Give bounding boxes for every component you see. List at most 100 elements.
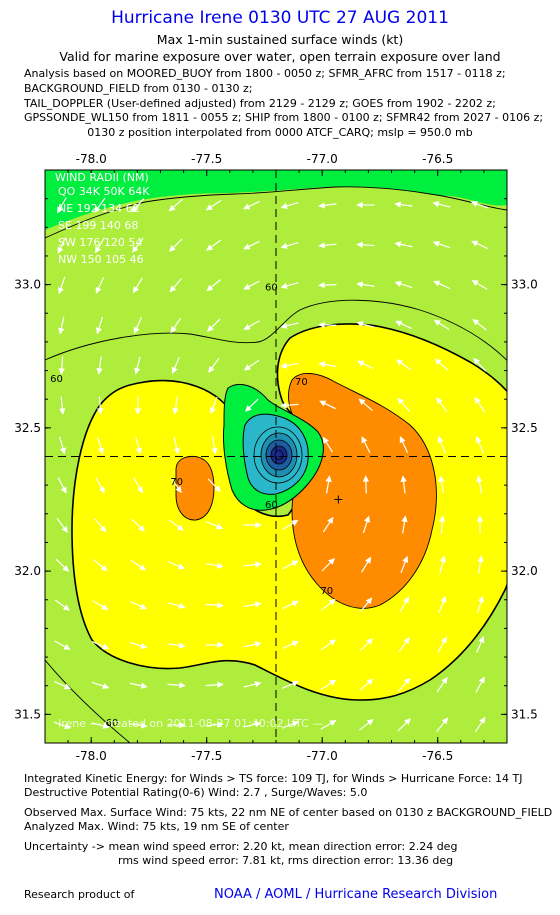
y-tick-label-left: 32.5 <box>14 421 41 435</box>
wind-arrow-head <box>243 203 251 210</box>
wind-arrow-head <box>397 397 405 405</box>
wind-arrow-head <box>102 683 110 690</box>
wind-arrow-head <box>100 564 108 572</box>
wind-arrow-head <box>328 598 336 606</box>
research-label: Research product of <box>24 888 135 901</box>
center-crosshair <box>45 170 507 743</box>
wind-arrow-head <box>217 641 224 649</box>
y-tick-label-right: 33.0 <box>511 278 538 292</box>
axis-ticks <box>45 170 508 743</box>
wind-arrow-head <box>59 408 66 415</box>
wind-radii-title: WIND RADII (NM) <box>55 171 149 184</box>
position-note: 0130 z position interpolated from 0000 A… <box>87 126 473 139</box>
wind-arrow-head <box>365 556 372 564</box>
x-tick-label-bottom: -76.5 <box>422 749 453 760</box>
fill-40-50-north <box>45 170 507 230</box>
y-tick-label-right: 32.0 <box>511 564 538 578</box>
wind-arrow-head <box>95 286 102 294</box>
contour-50-outer <box>45 186 507 239</box>
wind-arrow-head <box>58 327 65 335</box>
wind-arrow-head <box>366 718 374 726</box>
wind-arrow-head <box>401 515 408 523</box>
x-tick-label-bottom: -77.5 <box>191 749 222 760</box>
x-tick-label-top: -77.5 <box>191 152 222 166</box>
wind-arrow-head <box>254 601 262 608</box>
chart-subtitle-2: Valid for marine exposure over water, op… <box>59 49 501 64</box>
wind-arrow-head <box>206 284 214 292</box>
wind-arrow-head <box>217 681 224 688</box>
wind-arrow-head <box>404 718 412 725</box>
wind-arrow-head <box>280 282 288 289</box>
wind-arrow-head <box>57 287 64 295</box>
wind-radii-legend: WIND RADII (NM) QO 34K 50K 64K NE 192 13… <box>55 171 150 266</box>
wind-arrow-head <box>361 436 368 444</box>
max-wind-marker <box>334 495 343 504</box>
wind-arrow-head <box>178 642 186 649</box>
wind-arrow-head <box>63 643 71 650</box>
wind-arrow-head <box>479 716 486 724</box>
wind-arrow-head <box>211 447 218 455</box>
wind-arrow-head <box>134 367 141 375</box>
wind-arrow-head <box>432 240 440 247</box>
footer-line-5: Uncertainty -> mean wind speed error: 2.… <box>24 840 458 853</box>
wind-arrow-head <box>61 525 68 533</box>
footer-line-1: Integrated Kinetic Energy: for Winds > T… <box>24 772 523 785</box>
analysis-line-3: TAIL_DOPPLER (User-defined adjusted) fro… <box>24 97 496 110</box>
noaa-link[interactable]: NOAA / AOML / Hurricane Research Divisio… <box>214 887 498 902</box>
wind-arrow-head <box>101 643 110 650</box>
wind-arrow-head <box>356 201 363 209</box>
wind-arrow-head <box>137 486 144 494</box>
wind-arrow-head <box>476 475 483 483</box>
contour-label: 60 <box>106 718 119 729</box>
wind-arrow-head <box>366 678 374 686</box>
eye-ring <box>274 450 284 460</box>
wind-arrow-head <box>476 515 484 522</box>
axis-tick-labels: -78.0 -78.0 -77.5 -77.5 -77.0 -77.0 -76.5 -76.5… <box>14 152 537 760</box>
wind-field-chart: 60 60 70 70 70 60 60 -78.0 -78.0 -77.5 -77.5 -77.0… <box>14 152 537 760</box>
wind-arrow-head <box>214 485 221 493</box>
contour-labels: 60 60 70 70 70 60 60 <box>50 282 333 728</box>
wind-arrow-head <box>437 435 444 444</box>
wind-arrow-head <box>403 677 411 685</box>
y-tick-label-left: 33.0 <box>14 278 41 292</box>
wind-arrow-head <box>365 597 373 605</box>
wind-arrow-head <box>132 286 139 294</box>
wind-arrow-head <box>441 676 448 684</box>
wind-arrow-head <box>209 407 216 415</box>
wind-arrow-head <box>291 680 300 687</box>
wind-arrow-head <box>403 637 410 645</box>
wind-arrow-head <box>280 322 288 329</box>
wind-arrow-head <box>216 562 224 569</box>
contour-label: 60 <box>265 500 278 511</box>
wind-arrow-head <box>57 246 64 254</box>
wind-arrow-head <box>432 201 440 208</box>
wind-arrow-head <box>243 243 251 250</box>
x-tick-label-top: -77.0 <box>307 152 338 166</box>
y-tick-label-right: 32.5 <box>511 421 538 435</box>
wind-arrow-head <box>57 206 63 214</box>
wind-arrow-head <box>168 245 176 252</box>
wind-arrow-head <box>140 682 148 689</box>
wind-arrow-head <box>139 564 147 571</box>
chart-subtitle-1: Max 1-min sustained surface winds (kt) <box>156 32 404 47</box>
wind-arrow-head <box>395 359 404 366</box>
wind-arrow-head <box>280 242 288 249</box>
footer-line-6: rms wind speed error: 7.81 kt, rms direc… <box>118 854 454 867</box>
watermark: Irene — created on 2011-08-27 01:40:02 U… <box>58 717 323 730</box>
wind-arrow-head <box>255 561 262 568</box>
wind-arrow-head <box>433 319 441 326</box>
wind-arrow-head <box>473 357 480 365</box>
wind-arrow-head <box>441 717 449 725</box>
wind-arrow-head <box>477 555 484 563</box>
wind-arrow-head <box>400 475 407 482</box>
wind-arrow-head <box>291 600 299 607</box>
contour-label: 60 <box>265 282 278 293</box>
wind-arrow-head <box>133 326 140 335</box>
wind-arrow-head <box>59 447 66 455</box>
wind-arrow-head <box>280 202 288 209</box>
wind-arrow-head <box>364 515 371 523</box>
wind-arrow-head <box>471 240 479 247</box>
wind-arrow-head <box>478 635 485 644</box>
wind-arrow-head <box>395 320 403 327</box>
wind-arrow-head <box>176 524 184 531</box>
